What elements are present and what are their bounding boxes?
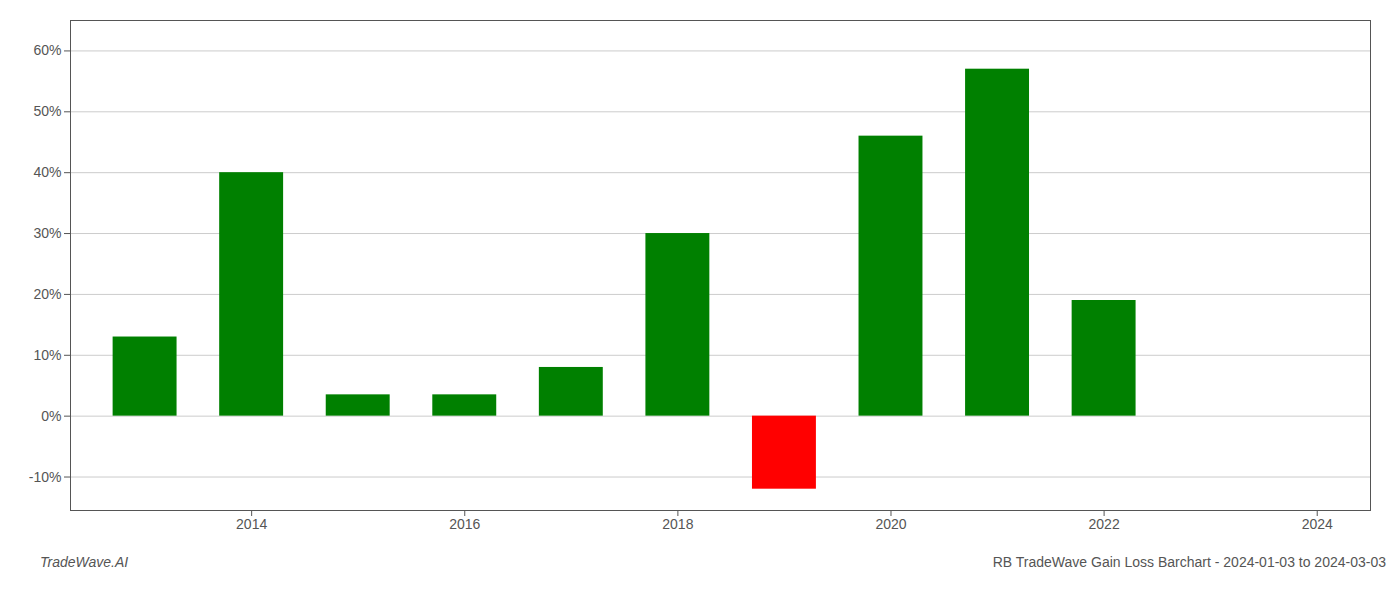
svg-text:60%: 60% xyxy=(33,42,61,58)
svg-text:2018: 2018 xyxy=(662,516,693,532)
svg-text:50%: 50% xyxy=(33,103,61,119)
svg-text:30%: 30% xyxy=(33,225,61,241)
svg-text:20%: 20% xyxy=(33,286,61,302)
svg-text:0%: 0% xyxy=(41,408,61,424)
svg-text:2016: 2016 xyxy=(449,516,480,532)
svg-text:2024: 2024 xyxy=(1302,516,1333,532)
svg-text:2022: 2022 xyxy=(1089,516,1120,532)
svg-text:2020: 2020 xyxy=(875,516,906,532)
html-text:TradeWave.AI: TradeWave.AI xyxy=(40,554,129,570)
svg-text:40%: 40% xyxy=(33,164,61,180)
svg-text:10%: 10% xyxy=(33,347,61,363)
svg-text:2014: 2014 xyxy=(236,516,267,532)
svg-text:-10%: -10% xyxy=(29,469,62,485)
html-text:RB TradeWave Gain Loss Barchar: RB TradeWave Gain Loss Barchart - 2024-0… xyxy=(992,554,1386,570)
